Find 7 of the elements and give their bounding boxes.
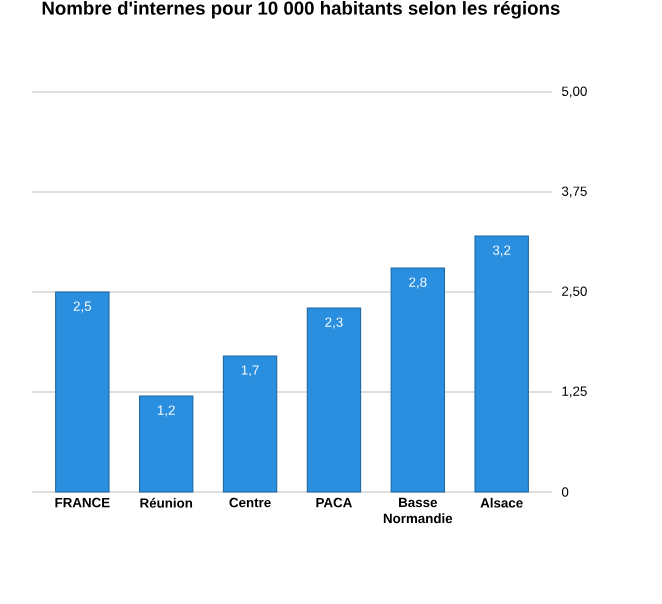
bar [474, 235, 529, 493]
bar [390, 267, 446, 493]
bar [55, 291, 110, 493]
bar [222, 355, 278, 493]
chart-title: Nombre d'internes pour 10 000 habitants selon les régions [42, 0, 560, 19]
bar [139, 395, 194, 493]
bar [306, 307, 362, 493]
